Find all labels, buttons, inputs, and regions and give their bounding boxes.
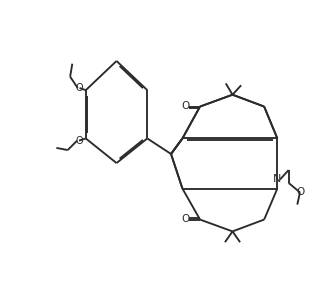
Text: O: O <box>76 83 83 93</box>
Text: N: N <box>273 174 281 185</box>
Text: O: O <box>181 214 190 224</box>
Text: O: O <box>297 187 305 197</box>
Text: O: O <box>75 136 83 146</box>
Text: O: O <box>181 101 190 111</box>
